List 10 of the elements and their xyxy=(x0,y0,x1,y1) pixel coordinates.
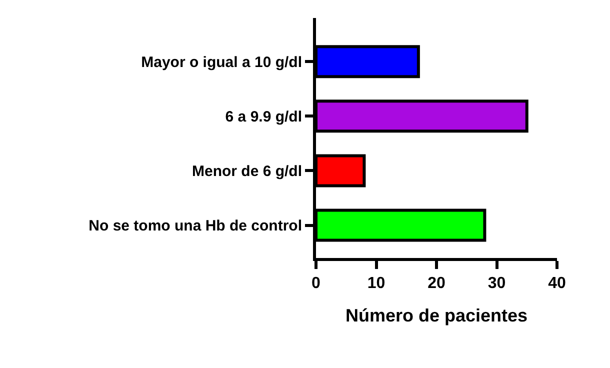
x-tick-label: 20 xyxy=(428,275,446,292)
y-tick-label: 6 a 9.9 g/dl xyxy=(225,108,302,126)
y-tick-label: Menor de 6 g/dl xyxy=(192,162,302,180)
x-tick-label: 10 xyxy=(367,275,386,292)
y-tick-label: No se tomo una Hb de control xyxy=(88,218,302,235)
x-tick-label: 0 xyxy=(312,275,321,292)
x-axis-title: Número de pacientes xyxy=(345,305,528,326)
y-tick-label: Mayor o igual a 10 g/dl xyxy=(141,54,302,71)
x-tick-label: 40 xyxy=(548,275,566,292)
x-tick-label: 30 xyxy=(488,275,506,292)
